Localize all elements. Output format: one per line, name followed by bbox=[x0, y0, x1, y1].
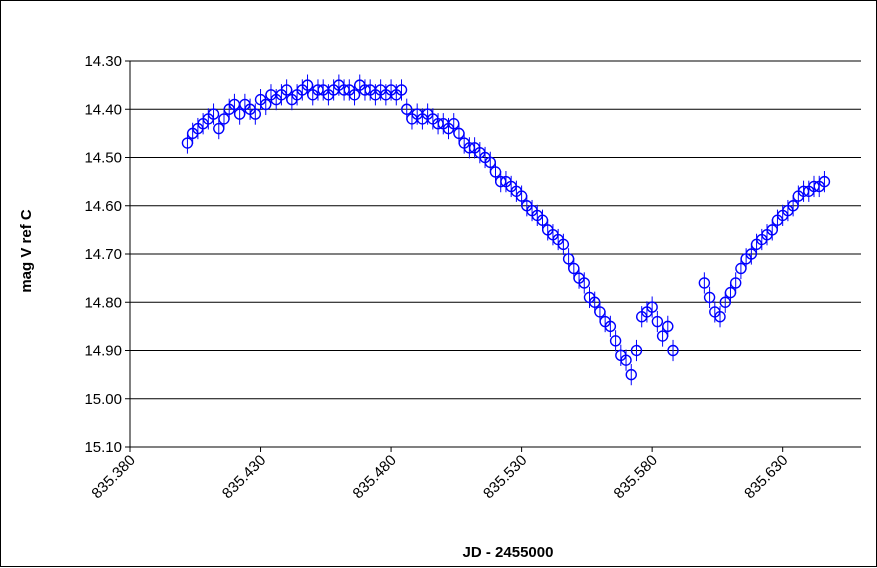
y-axis-label: mag V ref C bbox=[18, 209, 35, 293]
data-point bbox=[620, 349, 632, 371]
point-marker bbox=[646, 301, 658, 313]
y-tick-label: 14.80 bbox=[84, 294, 122, 311]
x-tick-label: 835.380 bbox=[88, 452, 138, 502]
point-marker bbox=[620, 354, 632, 366]
point-marker bbox=[714, 311, 726, 323]
data-point bbox=[609, 330, 622, 352]
data-point bbox=[662, 315, 674, 337]
data-point bbox=[395, 79, 408, 101]
data-point bbox=[651, 310, 664, 333]
data-point bbox=[714, 306, 726, 328]
data-point bbox=[578, 272, 590, 294]
y-tick-label: 14.90 bbox=[84, 343, 122, 360]
data-point bbox=[604, 315, 617, 337]
point-marker bbox=[698, 277, 711, 289]
x-tick-label: 835.630 bbox=[741, 452, 791, 502]
x-tick-label: 835.530 bbox=[480, 452, 530, 502]
data-point bbox=[249, 103, 262, 125]
data-point bbox=[207, 103, 220, 125]
y-tick-label: 14.40 bbox=[84, 101, 122, 118]
data-point bbox=[729, 272, 742, 294]
point-marker bbox=[630, 344, 643, 357]
y-tick-label: 14.50 bbox=[84, 150, 122, 167]
data-point bbox=[557, 233, 570, 255]
y-tick-label: 14.30 bbox=[84, 53, 122, 70]
x-tick-label: 835.480 bbox=[350, 452, 400, 502]
point-marker bbox=[207, 108, 220, 120]
y-tick-label: 14.70 bbox=[84, 246, 122, 263]
y-tick-label: 14.60 bbox=[84, 198, 122, 215]
point-marker bbox=[818, 175, 831, 188]
y-tick-label: 15.00 bbox=[84, 391, 122, 408]
data-point bbox=[698, 272, 711, 294]
x-tick-labels: 835.380 835.430 835.480 835.530 835.580 835.6… bbox=[88, 452, 791, 502]
point-marker bbox=[729, 277, 742, 289]
data-point bbox=[646, 296, 658, 318]
x-tick-label: 835.580 bbox=[611, 452, 661, 502]
point-marker bbox=[249, 108, 262, 120]
point-marker bbox=[557, 238, 570, 251]
data-point bbox=[625, 364, 637, 386]
x-axis-label: JD - 2455000 bbox=[463, 544, 554, 561]
point-marker bbox=[625, 368, 637, 381]
point-marker bbox=[578, 277, 590, 289]
point-marker bbox=[395, 84, 408, 96]
point-marker bbox=[609, 335, 622, 347]
axes bbox=[125, 60, 861, 452]
data-points bbox=[181, 74, 831, 386]
data-point bbox=[630, 339, 643, 362]
point-marker bbox=[604, 320, 617, 333]
data-point bbox=[703, 286, 716, 309]
point-marker bbox=[662, 320, 674, 333]
point-marker bbox=[651, 315, 664, 328]
y-tick-labels: 14.30 14.40 14.50 14.60 14.70 14.80 14.90 15.00… bbox=[84, 53, 122, 456]
point-marker bbox=[703, 291, 716, 304]
point-marker bbox=[667, 344, 679, 357]
data-point bbox=[818, 171, 831, 193]
x-tick-label: 835.430 bbox=[219, 452, 269, 502]
data-point bbox=[667, 339, 679, 362]
y-tick-label: 15.10 bbox=[84, 439, 122, 456]
